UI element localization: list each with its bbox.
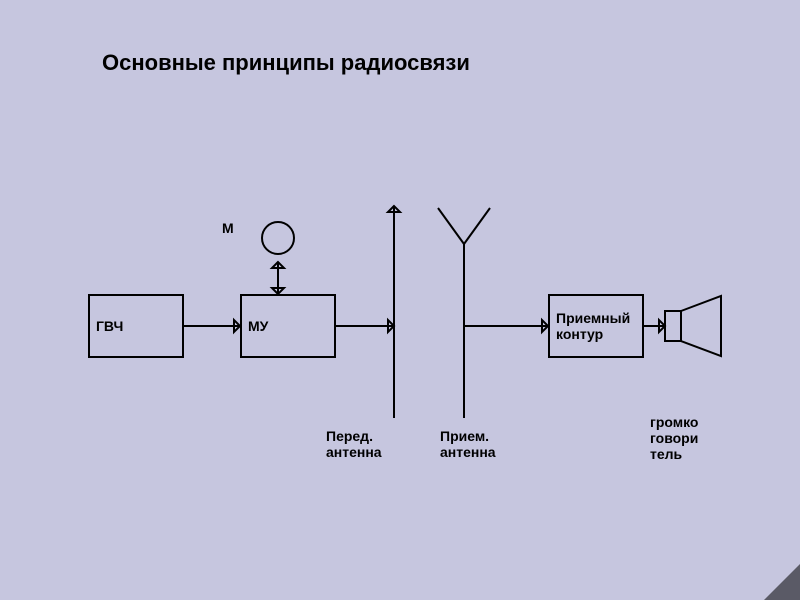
diagram-svg [0,0,800,600]
corner-accent [764,564,800,600]
